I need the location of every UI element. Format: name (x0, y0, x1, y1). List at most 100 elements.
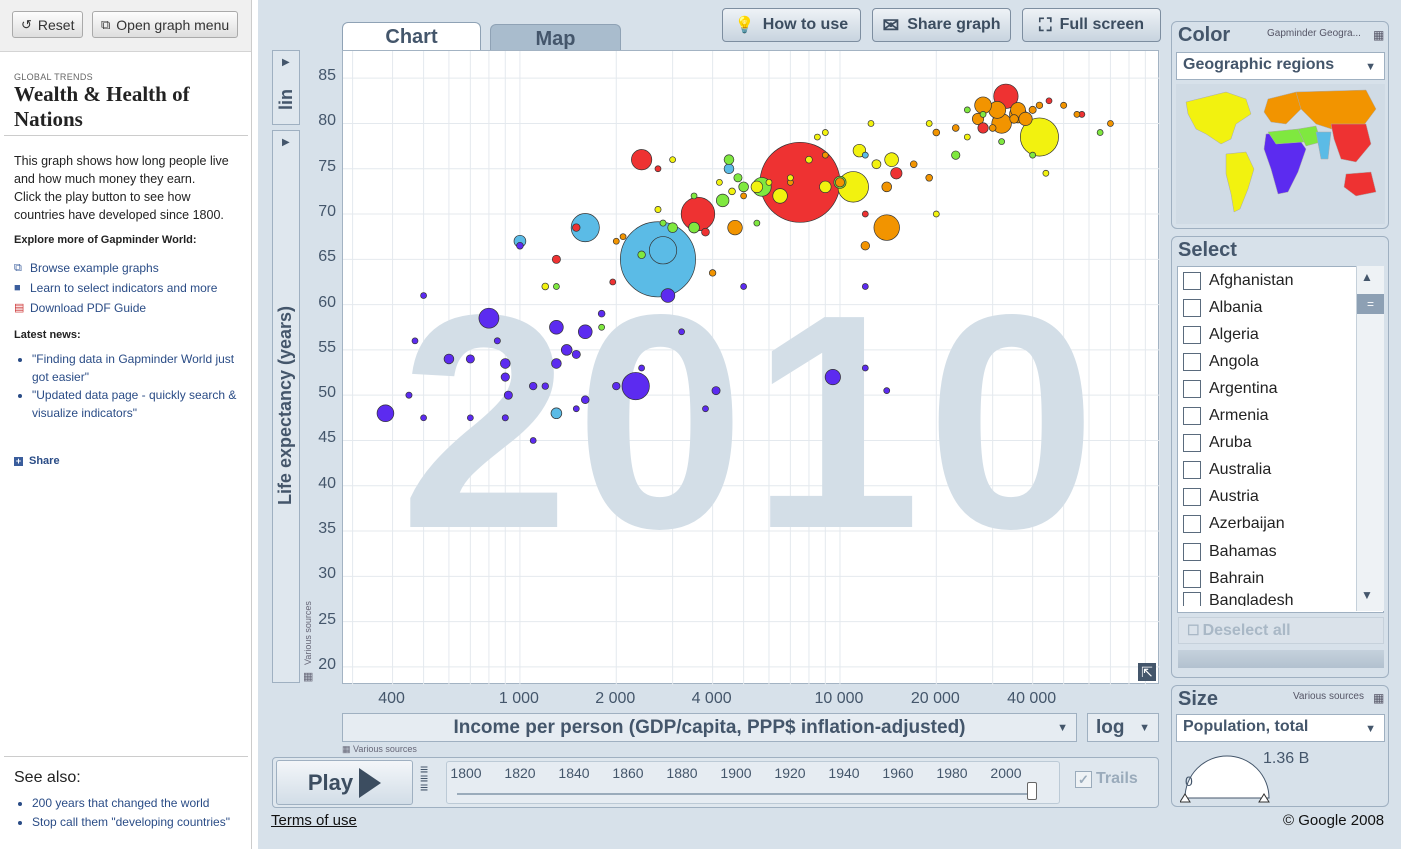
see-also-link[interactable]: 200 years that changed the world (32, 794, 248, 813)
bubble[interactable] (420, 292, 427, 299)
bubble[interactable] (553, 283, 560, 290)
speed-icon[interactable]: ≡ ≡ ≡ (420, 761, 429, 795)
bubble[interactable] (578, 324, 593, 340)
bubble[interactable] (861, 364, 869, 372)
bubble[interactable] (723, 163, 735, 174)
checkbox-icon[interactable] (1183, 352, 1201, 371)
bubble[interactable] (551, 254, 561, 264)
bubble[interactable] (932, 128, 941, 137)
bubble[interactable] (571, 349, 581, 359)
bubble[interactable] (1045, 97, 1053, 105)
bubble[interactable] (979, 111, 987, 118)
bubble[interactable] (648, 236, 678, 265)
checkbox-icon[interactable] (1183, 592, 1201, 607)
bubble[interactable] (501, 414, 509, 422)
bubble[interactable] (765, 178, 773, 186)
x-indicator-selector[interactable]: Income per person (GDP/capita, PPP$ infl… (342, 713, 1077, 742)
country-list-item[interactable]: Algeria (1183, 321, 1259, 348)
bubble[interactable] (443, 353, 455, 365)
bubble[interactable] (740, 192, 747, 200)
size-gauge[interactable] (1180, 742, 1280, 804)
country-list-item[interactable]: Argentina (1183, 375, 1278, 402)
bubble[interactable] (1042, 169, 1050, 177)
slider-handle[interactable] (1027, 782, 1037, 800)
checkbox-icon[interactable] (1183, 542, 1201, 561)
bubble[interactable] (500, 372, 510, 382)
world-map[interactable] (1176, 84, 1385, 224)
bubble[interactable] (612, 381, 621, 391)
terms-link[interactable]: Terms of use (271, 812, 357, 829)
bubble[interactable] (723, 154, 735, 165)
tab-map[interactable]: Map (490, 24, 621, 51)
bubble[interactable] (551, 358, 562, 369)
bubble[interactable] (753, 219, 761, 227)
bubble[interactable] (951, 124, 960, 132)
bubble[interactable] (873, 214, 900, 241)
bubble[interactable] (560, 344, 573, 356)
bubble[interactable] (550, 407, 563, 420)
checkbox-icon[interactable] (1183, 325, 1201, 344)
country-list-item[interactable]: Bangladesh (1183, 592, 1294, 607)
bubble[interactable] (541, 282, 550, 291)
bubble[interactable] (411, 337, 419, 345)
y-scale-selector[interactable]: ▶ lin (272, 50, 300, 125)
bubble[interactable] (728, 187, 736, 196)
bubble[interactable] (1073, 111, 1081, 118)
bubble[interactable] (1107, 120, 1114, 127)
y-indicator-selector[interactable]: ▶ (272, 130, 300, 683)
bubble[interactable] (598, 323, 605, 331)
bubble[interactable] (1009, 114, 1019, 124)
see-also-link[interactable]: Stop call them "developing countries" (32, 813, 248, 832)
bubble[interactable] (529, 381, 538, 391)
browse-example-graphs-link[interactable]: ⧉ Browse example graphs (14, 258, 242, 278)
learn-to-select-link[interactable]: ■ Learn to select indicators and more (14, 278, 242, 298)
bubble[interactable] (690, 192, 698, 200)
bubble[interactable] (621, 372, 650, 401)
bubble[interactable] (963, 133, 971, 141)
bubble[interactable] (988, 124, 997, 132)
download-pdf-link[interactable]: ▤ Download PDF Guide (14, 298, 242, 318)
bubble[interactable] (609, 278, 617, 286)
how-to-use-button[interactable]: 💡 How to use (722, 8, 861, 42)
bubble[interactable] (1019, 117, 1059, 157)
bubble[interactable] (612, 237, 620, 245)
bubble[interactable] (814, 133, 821, 141)
bubble[interactable] (861, 210, 869, 218)
country-list-item[interactable]: Bahrain (1183, 565, 1264, 592)
checkbox-icon[interactable] (1183, 407, 1201, 425)
trails-checkbox[interactable]: ✓ Trails (1075, 770, 1138, 788)
country-list-item[interactable]: Austria (1183, 484, 1259, 511)
bubble[interactable] (716, 193, 730, 208)
bubble[interactable] (860, 241, 870, 251)
bubble[interactable] (516, 241, 524, 250)
bubble[interactable] (667, 222, 678, 233)
bubble[interactable] (805, 155, 813, 164)
x-source-label[interactable]: ▦ Various sources (342, 744, 417, 755)
bubble[interactable] (701, 227, 710, 237)
bubble[interactable] (467, 414, 474, 422)
bubble[interactable] (738, 181, 749, 193)
bubble[interactable] (572, 223, 581, 232)
bubble[interactable] (529, 437, 537, 444)
full-screen-button[interactable]: ⛶ Full screen (1022, 8, 1161, 42)
bubble[interactable] (867, 120, 875, 127)
country-list-item[interactable]: Bahamas (1183, 538, 1277, 565)
bubble[interactable] (909, 160, 918, 168)
checkbox-icon[interactable] (1183, 515, 1201, 534)
bubble[interactable] (824, 369, 841, 386)
bubble[interactable] (500, 358, 511, 369)
bubble[interactable] (1060, 101, 1068, 109)
country-list-item[interactable]: Azerbaijan (1183, 511, 1285, 538)
bubble[interactable] (1018, 111, 1033, 126)
bubble[interactable] (581, 395, 590, 404)
bubble[interactable] (688, 221, 700, 234)
scroll-down-icon[interactable]: ▼ (1361, 588, 1373, 602)
bubble[interactable] (821, 129, 829, 136)
size-indicator-select[interactable]: Population, total ▼ (1176, 714, 1385, 742)
bubble[interactable] (951, 150, 961, 160)
bubble[interactable] (890, 167, 903, 180)
checkbox-icon[interactable] (1183, 434, 1201, 453)
scroll-thumb[interactable]: = (1357, 294, 1384, 314)
bubble[interactable] (637, 250, 646, 259)
country-list-item[interactable]: Aruba (1183, 430, 1252, 457)
